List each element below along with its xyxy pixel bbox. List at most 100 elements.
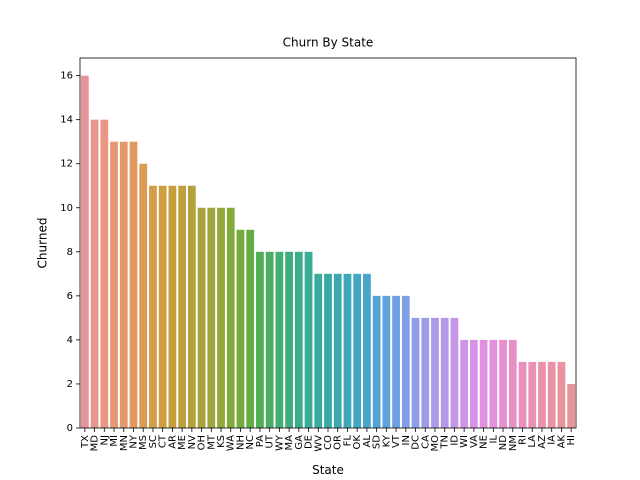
x-tick-label: WI bbox=[459, 435, 470, 448]
x-axis-label: State bbox=[312, 463, 344, 477]
bar bbox=[547, 361, 556, 428]
x-tick-label: RI bbox=[518, 435, 529, 445]
chart-title: Churn By State bbox=[283, 36, 374, 50]
bar bbox=[567, 383, 576, 428]
x-tick-label: MO bbox=[430, 435, 441, 452]
bar bbox=[207, 207, 216, 428]
bar bbox=[518, 361, 527, 428]
x-tick-label: ID bbox=[449, 435, 460, 446]
x-tick-label: HI bbox=[566, 435, 577, 445]
bar bbox=[431, 317, 439, 428]
x-tick-label: CA bbox=[420, 435, 431, 449]
bar bbox=[479, 339, 488, 428]
bar bbox=[119, 141, 128, 428]
x-tick-label: VT bbox=[391, 434, 402, 448]
x-tick-label: OK bbox=[352, 435, 363, 450]
x-tick-label: NJ bbox=[99, 435, 110, 445]
bar bbox=[178, 185, 187, 428]
x-tick-label: WV bbox=[313, 435, 324, 452]
x-tick-label: ND bbox=[498, 435, 509, 450]
bar bbox=[421, 317, 430, 428]
x-tick-label: TX bbox=[80, 435, 91, 449]
y-tick-label: 14 bbox=[60, 115, 73, 126]
bar bbox=[353, 273, 362, 428]
bar bbox=[372, 295, 381, 428]
bar bbox=[197, 207, 206, 428]
x-tick-label: TN bbox=[440, 435, 451, 450]
bar bbox=[226, 207, 235, 428]
x-tick-label: SD bbox=[372, 435, 383, 449]
x-tick-label: NY bbox=[128, 434, 139, 448]
x-tick-label: NH bbox=[235, 435, 246, 450]
x-tick-label: LA bbox=[527, 435, 538, 448]
x-tick-label: NV bbox=[187, 435, 198, 449]
bar bbox=[469, 339, 478, 428]
bar bbox=[149, 185, 157, 428]
y-axis-label: Churned bbox=[36, 218, 50, 269]
x-tick-label: MA bbox=[284, 435, 295, 451]
bar bbox=[392, 295, 400, 428]
y-tick-label: 0 bbox=[67, 423, 73, 434]
bar bbox=[450, 317, 459, 428]
x-tick-label: IN bbox=[401, 435, 412, 445]
x-tick-label: MT bbox=[206, 434, 217, 450]
bar bbox=[499, 339, 507, 428]
bar bbox=[304, 251, 313, 428]
x-tick-label: KS bbox=[216, 435, 227, 448]
x-tick-label: NE bbox=[479, 435, 490, 449]
bar bbox=[401, 295, 410, 428]
x-tick-label: CO bbox=[323, 435, 334, 450]
bar bbox=[90, 119, 99, 429]
x-tick-label: FL bbox=[342, 435, 353, 447]
bar bbox=[158, 185, 167, 428]
bar bbox=[236, 229, 245, 428]
x-tick-label: OH bbox=[197, 435, 208, 450]
x-tick-label: AR bbox=[167, 435, 178, 449]
bar bbox=[314, 273, 323, 428]
y-tick-label: 16 bbox=[60, 71, 73, 82]
bar bbox=[168, 185, 177, 428]
bar bbox=[557, 361, 566, 428]
bar bbox=[256, 251, 264, 428]
bar bbox=[382, 295, 391, 428]
x-tick-label: AL bbox=[362, 435, 373, 448]
y-tick-label: 10 bbox=[60, 203, 73, 214]
bar bbox=[100, 119, 109, 429]
bar bbox=[460, 339, 469, 428]
x-tick-label: PA bbox=[255, 435, 266, 447]
bar bbox=[285, 251, 293, 428]
x-tick-label: SC bbox=[148, 435, 159, 448]
x-tick-label: GA bbox=[294, 435, 305, 450]
bar bbox=[528, 361, 537, 428]
x-tick-label: UT bbox=[265, 434, 276, 448]
x-tick-label: IA bbox=[547, 435, 558, 445]
x-tick-label: DC bbox=[411, 435, 422, 450]
x-tick-label: VA bbox=[469, 435, 480, 448]
y-tick-label: 4 bbox=[67, 335, 73, 346]
bar bbox=[139, 163, 148, 428]
bar bbox=[129, 141, 138, 428]
x-tick-label: NC bbox=[245, 435, 256, 449]
bar bbox=[294, 251, 303, 428]
bar bbox=[333, 273, 342, 428]
x-tick-label: IL bbox=[488, 435, 499, 444]
x-tick-label: ME bbox=[177, 435, 188, 450]
bar bbox=[265, 251, 274, 428]
bar bbox=[217, 207, 225, 428]
y-tick-label: 6 bbox=[67, 291, 73, 302]
bar bbox=[508, 339, 517, 428]
x-tick-label: MI bbox=[109, 435, 120, 447]
x-tick-label: CT bbox=[158, 434, 169, 448]
x-tick-label: KY bbox=[381, 434, 392, 447]
x-tick-label: WA bbox=[226, 435, 237, 451]
x-tick-label: WY bbox=[274, 434, 285, 451]
bar bbox=[187, 185, 196, 428]
bar bbox=[440, 317, 449, 428]
bar bbox=[275, 251, 284, 428]
bar bbox=[489, 339, 498, 428]
x-tick-label: MD bbox=[90, 435, 101, 452]
bar bbox=[538, 361, 546, 428]
y-tick-label: 8 bbox=[67, 247, 73, 258]
plot-frame bbox=[79, 57, 577, 429]
